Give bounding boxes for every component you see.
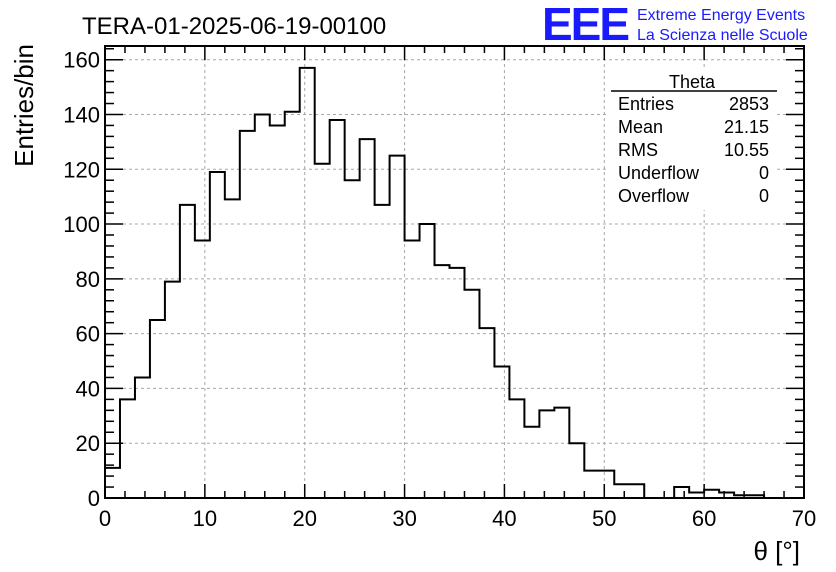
- stats-row-label: Entries: [618, 94, 674, 114]
- brand-logo: EEE Extreme Energy Events La Scienza nel…: [542, 0, 808, 50]
- stats-row-label: Mean: [618, 117, 663, 137]
- stats-row-label: Underflow: [618, 163, 700, 183]
- histogram-bin: [704, 490, 719, 498]
- y-tick-label: 140: [63, 102, 100, 127]
- brand-line-2: La Scienza nelle Scuole: [637, 27, 808, 44]
- histogram-bin: [240, 131, 255, 498]
- y-tick-label: 100: [63, 212, 100, 237]
- histogram-bin: [225, 199, 240, 498]
- x-tick-label: 70: [792, 506, 816, 531]
- histogram-bin: [255, 114, 270, 498]
- y-tick-label: 120: [63, 157, 100, 182]
- stats-row-value: 10.55: [724, 140, 769, 160]
- histogram-bin: [539, 410, 554, 498]
- stats-row-value: 0: [759, 163, 769, 183]
- stats-row-label: RMS: [618, 140, 658, 160]
- x-tick-label: 20: [292, 506, 316, 531]
- histogram-bin: [479, 328, 494, 498]
- histogram-bin: [450, 268, 465, 498]
- x-tick-label: 0: [99, 506, 111, 531]
- y-axis-label: Entries/bin: [9, 44, 39, 167]
- stats-box: Theta Entries 2853 Mean 21.15 RMS 10.55 Underf…: [609, 70, 777, 210]
- histogram-bin: [360, 139, 375, 498]
- histogram-bin: [120, 399, 135, 498]
- x-tick-labels: 0 10 20 30 40 50 60 70: [99, 506, 816, 531]
- histogram-bin: [180, 205, 195, 498]
- histogram-bin: [390, 156, 405, 498]
- histogram-bin: [375, 205, 390, 498]
- histogram-bin: [150, 320, 165, 498]
- histogram-bin: [509, 399, 524, 498]
- y-tick-label: 40: [76, 376, 100, 401]
- x-tick-label: 50: [592, 506, 616, 531]
- stats-row-label: Overflow: [618, 186, 690, 206]
- histogram-bin: [210, 172, 225, 498]
- stats-box-background: [609, 70, 776, 210]
- x-tick-label: 60: [692, 506, 716, 531]
- histogram-bin: [135, 377, 150, 498]
- y-tick-labels: 0 20 40 60 80 100 120 140 160: [63, 48, 100, 511]
- axis-ticks: [104, 46, 805, 499]
- histogram-bin: [315, 164, 330, 498]
- x-tick-label: 10: [193, 506, 217, 531]
- stats-row-value: 2853: [729, 94, 769, 114]
- stats-box-title: Theta: [669, 72, 716, 92]
- y-tick-label: 80: [76, 267, 100, 292]
- histogram-bin: [435, 265, 450, 498]
- histogram-bin: [300, 68, 315, 498]
- histogram-bin: [464, 290, 479, 498]
- stats-row-value: 0: [759, 186, 769, 206]
- x-axis-label: θ [°]: [753, 536, 800, 566]
- plot-frame: [104, 45, 805, 499]
- histogram-bin: [270, 125, 285, 498]
- brand-logo-text: EEE: [542, 0, 628, 50]
- histogram-bin: [345, 180, 360, 498]
- x-tick-label: 40: [492, 506, 516, 531]
- histogram-bin: [330, 120, 345, 498]
- y-tick-label: 160: [63, 48, 100, 73]
- histogram-bin: [420, 224, 435, 498]
- histogram-bin: [569, 443, 584, 498]
- stats-rows: Entries 2853 Mean 21.15 RMS 10.55 Underflow 0 Ov…: [618, 94, 769, 206]
- histogram-bin: [494, 367, 509, 498]
- histogram-bin: [105, 468, 120, 498]
- brand-line-1: Extreme Energy Events: [637, 7, 805, 24]
- y-tick-label: 60: [76, 322, 100, 347]
- histogram-bin: [614, 484, 629, 498]
- histogram-bin: [165, 282, 180, 498]
- histogram-bin: [629, 484, 644, 498]
- y-tick-label: 0: [88, 486, 100, 511]
- stats-row-value: 21.15: [724, 117, 769, 137]
- histogram-bin: [599, 471, 614, 498]
- histogram-bin: [524, 427, 539, 498]
- grid-lines: [105, 46, 804, 498]
- y-tick-label: 20: [76, 431, 100, 456]
- histogram-bin: [674, 487, 689, 498]
- chart-title: TERA-01-2025-06-19-00100: [82, 13, 386, 40]
- x-tick-label: 30: [392, 506, 416, 531]
- histogram-bin: [554, 408, 569, 498]
- histogram-bin: [584, 471, 599, 498]
